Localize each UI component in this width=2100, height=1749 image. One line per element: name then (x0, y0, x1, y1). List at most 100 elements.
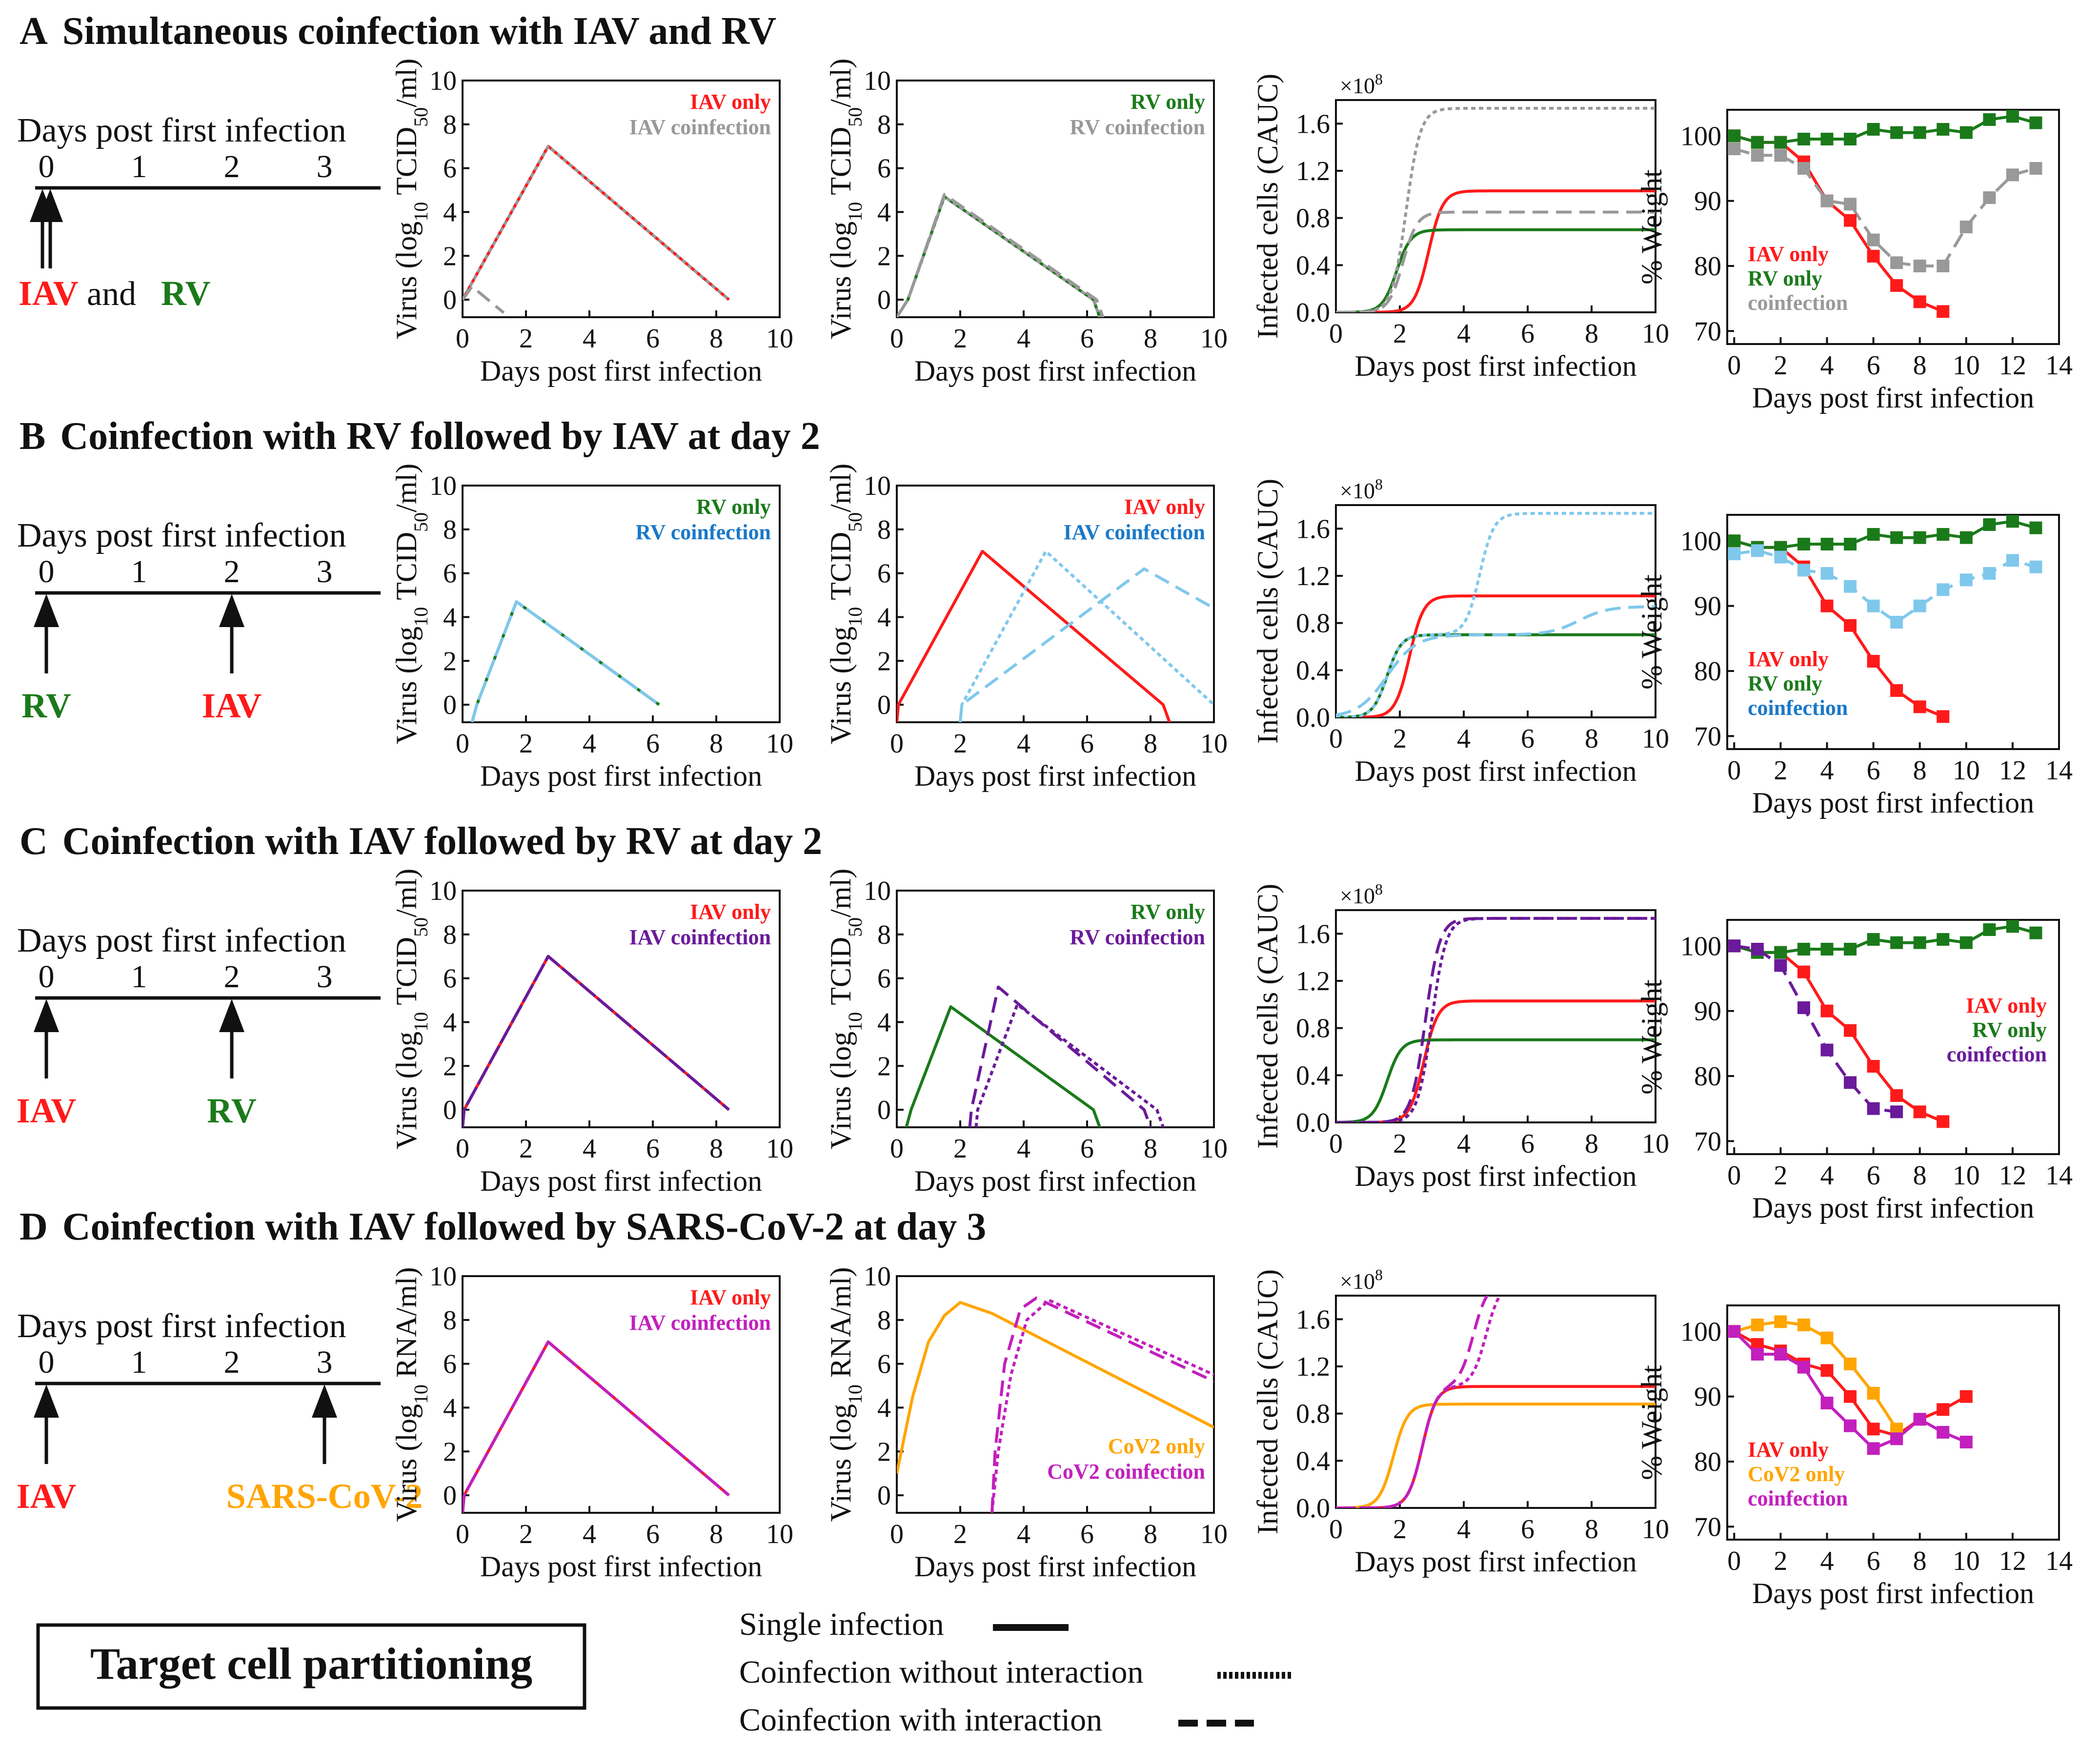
x-tick-label: 10 (1642, 724, 1669, 754)
x-tick-label: 2 (1774, 1160, 1787, 1191)
plot-frame (462, 890, 781, 1128)
y-tick-label: 80 (1694, 1447, 1721, 1477)
y-tick-label: 100 (1680, 121, 1721, 151)
series-marker (1820, 133, 1834, 145)
x-tick-label: 8 (709, 324, 723, 354)
series-line (1336, 511, 1656, 717)
x-tick-label: 0 (456, 1519, 469, 1549)
x-tick-label: 12 (1999, 755, 2026, 786)
series-marker (1867, 233, 1880, 246)
x-tick-label: 2 (953, 1134, 967, 1164)
series-marker (1867, 1102, 1880, 1115)
series-marker (2006, 920, 2019, 933)
y-axis-label-part: RNA/ml) (390, 1267, 423, 1378)
panel-a: A Simultaneous coinfection with IAV and R… (17, 10, 2073, 414)
x-tick-label: 8 (1585, 319, 1598, 349)
series-group (905, 985, 1165, 1127)
series-marker (1959, 221, 1973, 233)
y-axis-label-part: RNA/ml) (825, 1267, 857, 1378)
y-tick-label: 10 (864, 1261, 891, 1292)
x-tick-label: 2 (953, 1519, 967, 1549)
y-axis-label-part: TCID (390, 937, 423, 1005)
y-tick-label: 6 (443, 154, 457, 184)
arrow-second-head (219, 594, 244, 627)
timeline-tick-label: 2 (224, 1344, 240, 1380)
y-axis-exponent: ×108 (1340, 70, 1383, 98)
series-line (1336, 210, 1656, 312)
x-tick-label: 6 (646, 324, 660, 354)
arrow-first-head (34, 1384, 59, 1418)
timeline-first-label: IAV (19, 274, 79, 313)
x-tick-label: 6 (646, 729, 660, 759)
y-tick-label: 0.4 (1296, 250, 1330, 281)
x-tick-label: 0 (456, 324, 469, 354)
y-axis-label-sub: 10 (410, 1012, 432, 1032)
series-marker (1820, 538, 1834, 550)
y-tick-label: 8 (443, 920, 457, 950)
panel-d: D Coinfection with IAV followed by SARS-C… (17, 1205, 2073, 1609)
plot-frame (462, 1275, 781, 1514)
x-tick-label: 6 (1867, 350, 1880, 381)
series-marker (1913, 700, 1926, 713)
series-line (974, 1003, 1165, 1127)
series-marker (1913, 260, 1926, 272)
series-marker (2029, 560, 2042, 573)
series-marker (1959, 573, 1973, 587)
x-tick-label: 10 (1642, 1129, 1669, 1159)
x-tick-label: 6 (1080, 729, 1094, 759)
series-marker (1844, 198, 1857, 211)
plot-frame (1726, 1304, 2060, 1541)
x-tick-label: 0 (1329, 724, 1343, 754)
series-group (463, 144, 730, 314)
y-tick-label: 80 (1694, 251, 1721, 282)
y-tick-label: 1.6 (1296, 1304, 1330, 1335)
panel-title-text: Coinfection with IAV followed by SARS-Co… (62, 1205, 986, 1248)
x-tick-label: 10 (1200, 1519, 1228, 1549)
plot-frame (896, 485, 1215, 723)
legend-entry: RV coinfection (636, 520, 771, 544)
legend-entry: IAV coinfection (629, 1311, 771, 1335)
y-axis-label-part: Virus (log (825, 1032, 857, 1149)
legend-entry: IAV only (1748, 242, 1829, 266)
timeline-tick-label: 3 (317, 1344, 333, 1380)
x-tick-label: 10 (1642, 1514, 1669, 1545)
series-marker (1797, 1319, 1810, 1331)
timeline-second-label: SARS-CoV-2 (226, 1477, 423, 1516)
timeline-title: Days post first infection (17, 517, 346, 554)
x-axis-label: Days post first infection (480, 1550, 762, 1583)
y-axis-label-sub: 50 (410, 917, 432, 937)
panel-title-text: Simultaneous coinfection with IAV and RV (62, 10, 776, 53)
series-marker (1890, 616, 1903, 629)
series-group (1336, 916, 1656, 1122)
series-marker (1983, 567, 1996, 580)
legend-entry: RV only (1972, 1018, 2047, 1042)
y-axis-label-part: TCID (825, 937, 857, 1005)
x-tick-label: 2 (519, 1134, 533, 1164)
y-tick-label: 10 (429, 66, 457, 96)
series-marker (1797, 965, 1810, 978)
x-axis-label: Days post first infection (1752, 1192, 2034, 1224)
series-marker (1728, 939, 1741, 953)
y-tick-label: 4 (443, 197, 457, 227)
y-axis-label-sub: 10 (410, 1384, 432, 1404)
series-marker (1890, 1105, 1903, 1119)
x-tick-label: 8 (1144, 729, 1157, 759)
x-tick-label: 4 (1017, 324, 1030, 354)
y-tick-label: 6 (877, 559, 891, 589)
y-tick-label: 6 (443, 559, 457, 589)
series-marker (2006, 515, 2019, 528)
series-marker (1728, 548, 1741, 560)
timeline-tick-label: 1 (131, 554, 147, 590)
x-tick-label: 2 (519, 729, 533, 759)
plot-frame (896, 890, 1215, 1128)
series-marker (1820, 1397, 1834, 1409)
y-tick-label: 4 (443, 602, 457, 632)
series-marker (1797, 1001, 1810, 1014)
y-axis-label-sub: 50 (410, 107, 432, 127)
timeline-tick-label: 2 (224, 554, 240, 590)
arrow-second-head (312, 1384, 337, 1418)
x-tick-label: 4 (583, 1519, 596, 1549)
x-tick-label: 8 (1913, 1160, 1927, 1191)
